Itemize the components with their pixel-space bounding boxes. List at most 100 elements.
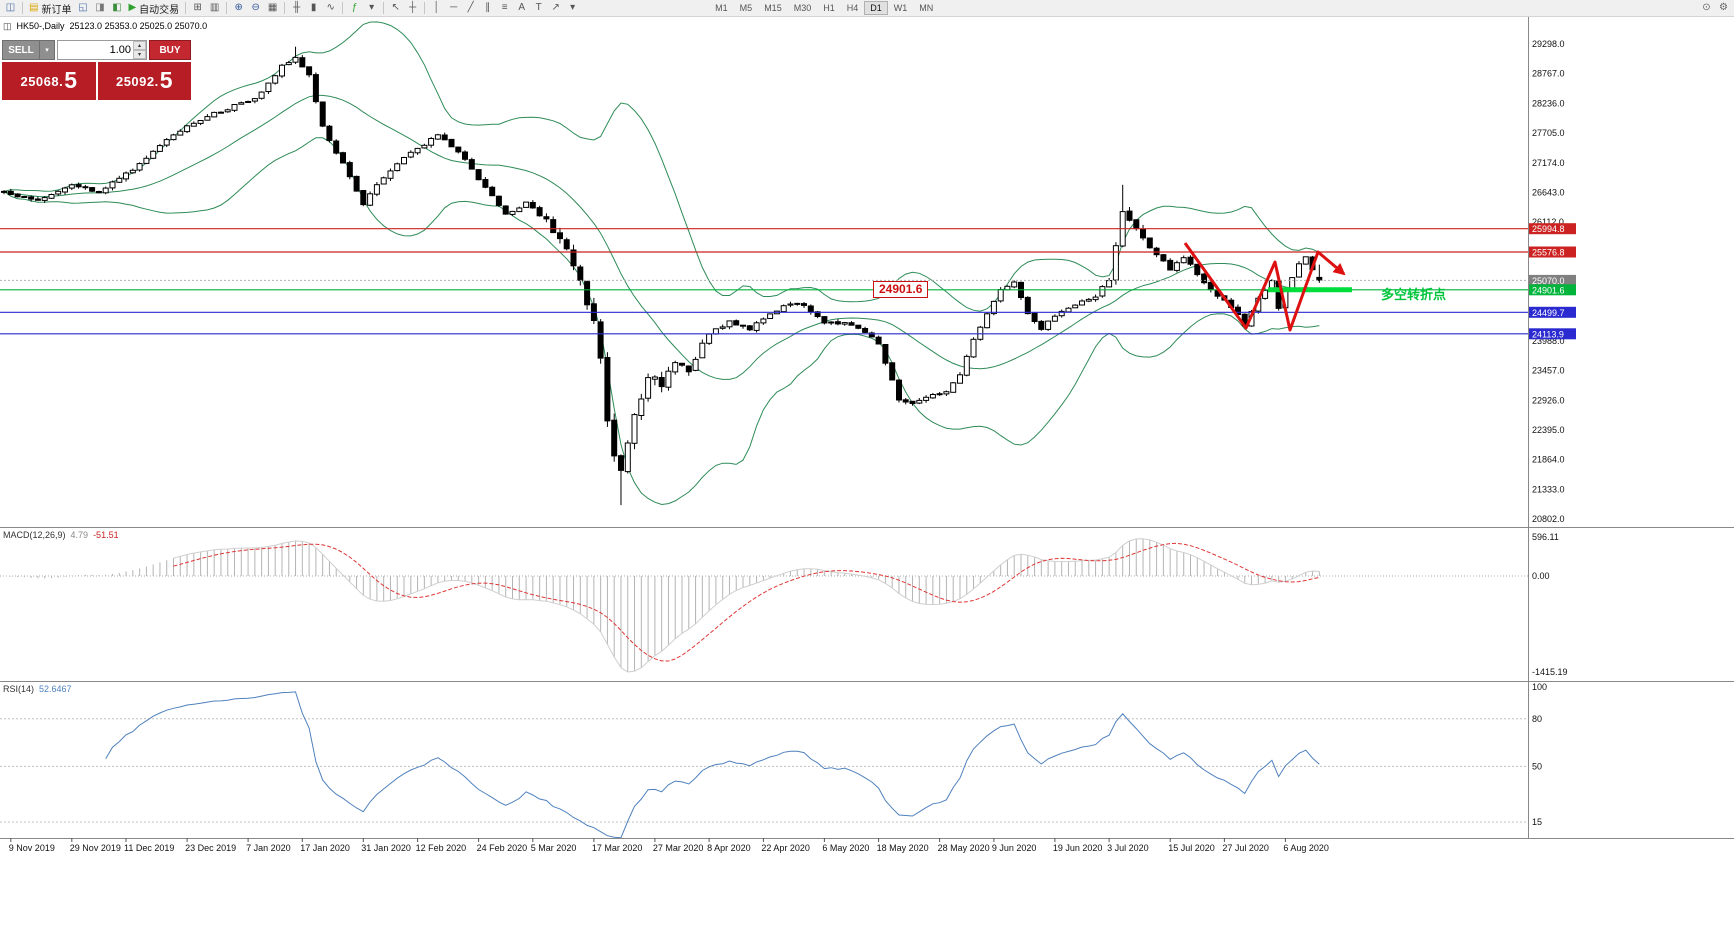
navigator-icon-glyph: ◧ [112, 2, 122, 13]
order-type-dropdown[interactable]: ▾ [40, 40, 55, 60]
trade-controls-row: SELL ▾ ▴ ▾ BUY [2, 40, 191, 60]
arrows-button[interactable]: ↗ [547, 1, 564, 16]
svg-text:26643.0: 26643.0 [1532, 187, 1565, 197]
timeframe-d1[interactable]: D1 [864, 1, 888, 15]
time-axis[interactable]: 9 Nov 2019 29 Nov 2019 11 Dec 2019 23 Dec 2… [9, 838, 1329, 853]
sell-price-display[interactable]: 25068. 5 [2, 62, 96, 100]
svg-text:27 Jul 2020: 27 Jul 2020 [1222, 843, 1269, 853]
svg-text:25576.8: 25576.8 [1532, 248, 1565, 258]
timeframe-mn[interactable]: MN [913, 1, 939, 15]
settings-icon-glyph: ⚙ [1719, 2, 1728, 13]
resistance-line-1-tag [1529, 223, 1576, 235]
svg-text:21864.0: 21864.0 [1532, 455, 1565, 465]
bollinger-bands [3, 21, 1320, 506]
rsi-axis: 100 80 50 15 [1532, 682, 1547, 827]
one-click-trading-panel: SELL ▾ ▴ ▾ BUY 25068.5 25092.5 [2, 40, 191, 100]
horizontal-line-button[interactable]: ─ [445, 1, 462, 16]
svg-text:11 Dec 2019: 11 Dec 2019 [124, 843, 174, 853]
price-axis[interactable]: 20802.0 21333.0 21864.0 22395.0 22926.0 23457… [1529, 39, 1576, 524]
volume-spinner: ▴ ▾ [133, 41, 146, 59]
current-price-line-tag [1529, 274, 1576, 286]
data-window-icon[interactable]: ◨ [91, 1, 108, 16]
label-button[interactable]: T [530, 1, 547, 16]
chart-mini-icon: ◫ [3, 20, 12, 31]
indicator-dropdown[interactable]: ▾ [363, 1, 380, 16]
svg-text:15 Jul 2020: 15 Jul 2020 [1168, 843, 1215, 853]
horizontal-lines[interactable] [0, 228, 1528, 335]
candlestick-button-glyph: ▮ [310, 2, 317, 13]
buy-price-display[interactable]: 25092. 5 [97, 62, 191, 100]
turning-point-label[interactable]: 多空转折点 [1381, 287, 1447, 302]
price-level-callout[interactable]: 24901.6 [873, 281, 929, 298]
channel-button[interactable]: ∥ [479, 1, 496, 16]
cursor-button[interactable]: ↖ [387, 1, 404, 16]
svg-text:27705.0: 27705.0 [1532, 128, 1565, 138]
tile-windows-icon[interactable]: ▦ [264, 1, 281, 16]
volume-down-button[interactable]: ▾ [133, 50, 146, 59]
profiles-icon-glyph: ▥ [209, 2, 220, 13]
svg-text:25070.0: 25070.0 [1532, 276, 1565, 286]
crosshair-button[interactable]: ┼ [404, 1, 421, 16]
new-chart-icon[interactable]: ⊞ [189, 1, 206, 16]
search-icon[interactable]: ⊙ [1698, 1, 1715, 16]
settings-icon[interactable]: ⚙ [1715, 1, 1732, 16]
svg-text:28767.0: 28767.0 [1532, 69, 1565, 79]
indicators-button-glyph: ƒ [351, 2, 358, 13]
svg-text:31 Jan 2020: 31 Jan 2020 [361, 843, 411, 853]
line-chart-button[interactable]: ∿ [322, 1, 339, 16]
svg-text:5 Mar 2020: 5 Mar 2020 [531, 843, 577, 853]
shapes-dropdown-glyph: ▾ [570, 2, 576, 13]
svg-text:17 Jan 2020: 17 Jan 2020 [300, 843, 350, 853]
svg-text:9 Nov 2019: 9 Nov 2019 [9, 843, 55, 853]
autotrading-button-glyph: ▶ [128, 2, 137, 13]
zoom-in-button-glyph: ⊕ [234, 2, 243, 13]
indicators-button[interactable]: ƒ [346, 1, 363, 16]
timeframe-h4[interactable]: H4 [841, 1, 865, 15]
fibonacci-button[interactable]: ≡ [496, 1, 513, 16]
svg-text:24113.9: 24113.9 [1532, 329, 1564, 339]
timeframe-m1[interactable]: M1 [709, 1, 734, 15]
svg-text:-1415.19: -1415.19 [1532, 667, 1568, 677]
svg-text:24901.6: 24901.6 [1532, 285, 1565, 295]
timeframe-w1[interactable]: W1 [888, 1, 914, 15]
buy-button[interactable]: BUY [149, 40, 191, 60]
volume-field: ▴ ▾ [57, 40, 147, 60]
svg-text:15: 15 [1532, 817, 1542, 827]
sell-price-main: 25068. [20, 73, 64, 89]
autotrading-button[interactable]: ▶ 自动交易 [125, 1, 182, 16]
trendline-button[interactable]: ╱ [462, 1, 479, 16]
sell-button[interactable]: SELL [2, 40, 40, 60]
toolbar-separator [383, 2, 385, 14]
trendline-button-glyph: ╱ [467, 2, 474, 13]
chart-annotations[interactable] [1183, 242, 1352, 332]
navigator-icon[interactable]: ◧ [108, 1, 125, 16]
text-button[interactable]: A [513, 1, 530, 16]
svg-text:23 Dec 2019: 23 Dec 2019 [185, 843, 236, 853]
volume-up-button[interactable]: ▴ [133, 41, 146, 50]
svg-text:596.11: 596.11 [1532, 532, 1559, 542]
volume-input[interactable] [57, 40, 147, 60]
toolbar-separator [226, 2, 228, 14]
svg-text:24 Feb 2020: 24 Feb 2020 [477, 843, 528, 853]
candlestick-button[interactable]: ▮ [305, 1, 322, 16]
svg-text:20802.0: 20802.0 [1532, 514, 1565, 524]
chart-window-icon[interactable]: ◫ [2, 1, 19, 16]
shapes-dropdown[interactable]: ▾ [564, 1, 581, 16]
zoom-out-button[interactable]: ⊖ [247, 1, 264, 16]
svg-text:8 Apr 2020: 8 Apr 2020 [707, 843, 751, 853]
svg-text:6 May 2020: 6 May 2020 [822, 843, 869, 853]
new-order-button[interactable]: ▤ 新订单 [26, 1, 74, 16]
profiles-icon[interactable]: ▥ [206, 1, 223, 16]
zoom-in-button[interactable]: ⊕ [230, 1, 247, 16]
bar-chart-button[interactable]: ╫ [288, 1, 305, 16]
svg-text:19 Jun 2020: 19 Jun 2020 [1053, 843, 1103, 853]
arrows-button-glyph: ↗ [551, 2, 560, 13]
timeframe-m5[interactable]: M5 [734, 1, 759, 15]
vertical-line-button[interactable]: │ [428, 1, 445, 16]
timeframe-h1[interactable]: H1 [817, 1, 841, 15]
new-order-button-label: 新订单 [41, 4, 72, 16]
market-watch-icon[interactable]: ◱ [74, 1, 91, 16]
timeframe-m15[interactable]: M15 [758, 1, 788, 15]
timeframe-m30[interactable]: M30 [788, 1, 818, 15]
